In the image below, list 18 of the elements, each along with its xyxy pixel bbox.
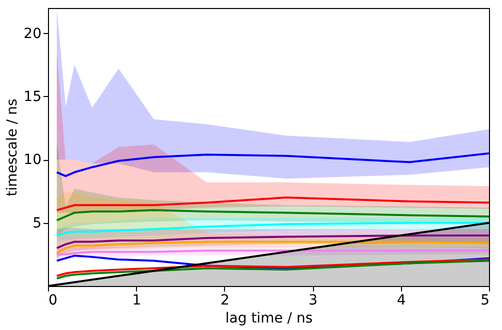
line-series [56, 152, 489, 178]
y-tick-label: 5 [32, 215, 42, 232]
line-series [56, 196, 489, 212]
x-tick-label: 4 [396, 292, 406, 308]
y-tick-label: 15 [24, 88, 42, 105]
line-series [56, 240, 489, 254]
line-series [56, 209, 489, 222]
x-tick-label: 5 [480, 292, 490, 308]
line-series [56, 222, 489, 236]
y-tick-label: 20 [24, 26, 42, 42]
x-tick-label: 1 [132, 292, 142, 308]
x-tick-label: 2 [220, 292, 230, 308]
line-series [56, 234, 489, 250]
y-axis-title: timescale / ns [4, 98, 21, 196]
x-tick-label: 0 [48, 292, 58, 308]
x-tick-label: 3 [308, 292, 318, 308]
x-axis-title: lag time / ns [225, 310, 313, 326]
y-tick-label: 10 [24, 152, 42, 168]
